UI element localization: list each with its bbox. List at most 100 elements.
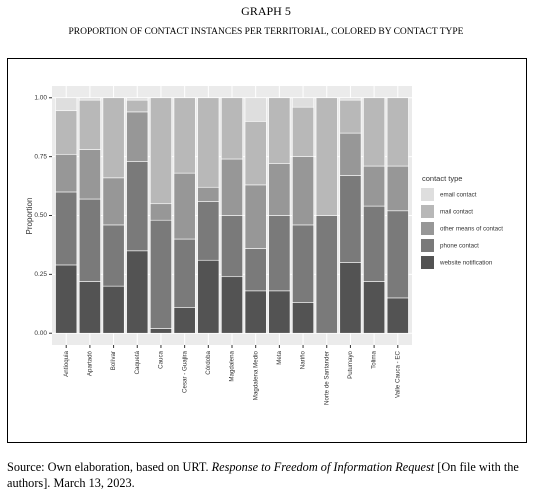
- bar-segment: [292, 156, 315, 226]
- bar-segment: [197, 186, 220, 202]
- bar-segment: [149, 97, 172, 205]
- x-tick-label: Valle Cauca - EC: [394, 350, 401, 398]
- bar-segment: [221, 97, 243, 160]
- bar-segment: [363, 97, 386, 167]
- x-tick-label: Tolima: [371, 350, 378, 368]
- bar-segment: [268, 215, 291, 292]
- bar-segment: [197, 259, 220, 334]
- bar-segment: [55, 264, 78, 334]
- bar-segment: [55, 153, 78, 193]
- source-text: Source: Own elaboration, based on URT.: [7, 460, 212, 474]
- bar-segment: [102, 97, 125, 179]
- x-tick-label: Apartadó: [87, 350, 94, 376]
- bar-segment: [173, 97, 196, 174]
- graph-title: PROPORTION OF CONTACT INSTANCES PER TERR…: [69, 27, 464, 37]
- bar-segment: [78, 99, 101, 150]
- bar-segment: [221, 215, 243, 278]
- bar-segment: [386, 297, 409, 334]
- bar-segment: [339, 99, 362, 134]
- legend-key: [421, 239, 434, 252]
- bar-segment: [173, 307, 196, 334]
- bar-segment: [244, 97, 267, 122]
- x-tick-label: Norte de Santander: [323, 351, 330, 405]
- legend-label: mail contact: [440, 209, 473, 216]
- bar-segment: [78, 97, 101, 101]
- bar-segment: [339, 97, 362, 101]
- x-tick-label: Antioquia: [63, 350, 70, 376]
- graph-label: GRAPH 5: [241, 4, 291, 18]
- bar-segment: [268, 97, 291, 164]
- bar-segment: [149, 328, 172, 334]
- legend-title: contact type: [422, 174, 462, 183]
- bar-segment: [363, 205, 386, 282]
- bar-segment: [126, 99, 149, 113]
- bar-segment: [386, 165, 409, 212]
- y-tick-label: 0.25: [34, 271, 47, 278]
- bar-segment: [55, 97, 78, 112]
- y-tick-label: 0.50: [34, 212, 47, 219]
- bar-segment: [197, 97, 220, 188]
- y-tick-label: 0.00: [34, 330, 47, 337]
- y-tick-label: 0.75: [34, 153, 47, 160]
- legend-label: email contact: [440, 192, 477, 199]
- bar-segment: [149, 219, 172, 329]
- x-tick-label: Nariño: [300, 350, 307, 369]
- legend-key: [421, 222, 434, 235]
- y-tick-label: 1.00: [34, 94, 47, 101]
- bar-segment: [126, 111, 149, 162]
- legend-key: [421, 188, 434, 201]
- bar-segment: [292, 224, 315, 303]
- chart: GRAPH 5 PROPORTION OF CONTACT INSTANCES …: [7, 4, 527, 443]
- bar-segment: [102, 177, 125, 226]
- bar-segment: [292, 97, 315, 108]
- bar-segment: [126, 97, 149, 101]
- x-tick-label: Magdalena Medio: [252, 350, 259, 400]
- bar-segment: [315, 97, 338, 216]
- legend-label: other means of contact: [440, 226, 503, 233]
- bar-segment: [386, 210, 409, 299]
- bar-segment: [363, 165, 386, 207]
- x-tick-label: Putumayo: [347, 350, 354, 378]
- bar-segment: [244, 184, 267, 249]
- bar-segment: [102, 224, 125, 287]
- bar-segment: [244, 290, 267, 334]
- bar-segment: [244, 248, 267, 292]
- source-italic: Response to Freedom of Information Reque…: [211, 460, 435, 474]
- x-tick-label: Cesar - Guajira: [181, 350, 188, 393]
- bar-segment: [292, 302, 315, 334]
- bar-segment: [268, 163, 291, 216]
- bar-segment: [78, 281, 101, 334]
- bar-segment: [339, 175, 362, 263]
- bar-segment: [315, 215, 338, 334]
- bar-segment: [78, 198, 101, 282]
- x-tick-label: Meta: [276, 350, 283, 364]
- bar-segment: [173, 172, 196, 240]
- x-tick-label: Caquetá: [134, 350, 141, 374]
- bar-segment: [386, 97, 409, 167]
- bar-segment: [55, 110, 78, 155]
- legend-label: phone contact: [440, 243, 479, 250]
- bar-segment: [244, 121, 267, 186]
- legend-key: [421, 256, 434, 269]
- source-text: [On file with the authors]. March 13, 20…: [7, 460, 519, 490]
- bar-segment: [149, 203, 172, 221]
- frame: [7, 58, 527, 443]
- x-tick-label: Magdalena: [229, 350, 236, 381]
- bar-segment: [173, 238, 196, 308]
- bar-segment: [197, 201, 220, 261]
- bar-segment: [55, 191, 78, 266]
- legend-key: [421, 205, 434, 218]
- x-tick-label: Bolívar: [110, 351, 117, 370]
- bar-segment: [339, 262, 362, 334]
- bar-segment: [339, 132, 362, 176]
- source-note: Source: Own elaboration, based on URT. R…: [7, 459, 529, 491]
- bar-segment: [363, 281, 386, 334]
- bar-segment: [126, 161, 149, 252]
- y-axis-label: Proportion: [25, 198, 34, 235]
- x-tick-label: Córdoba: [205, 350, 212, 374]
- bar-segment: [126, 250, 149, 334]
- x-tick-label: Cauca: [158, 350, 165, 368]
- bar-segment: [78, 149, 101, 200]
- bar-segment: [102, 285, 125, 334]
